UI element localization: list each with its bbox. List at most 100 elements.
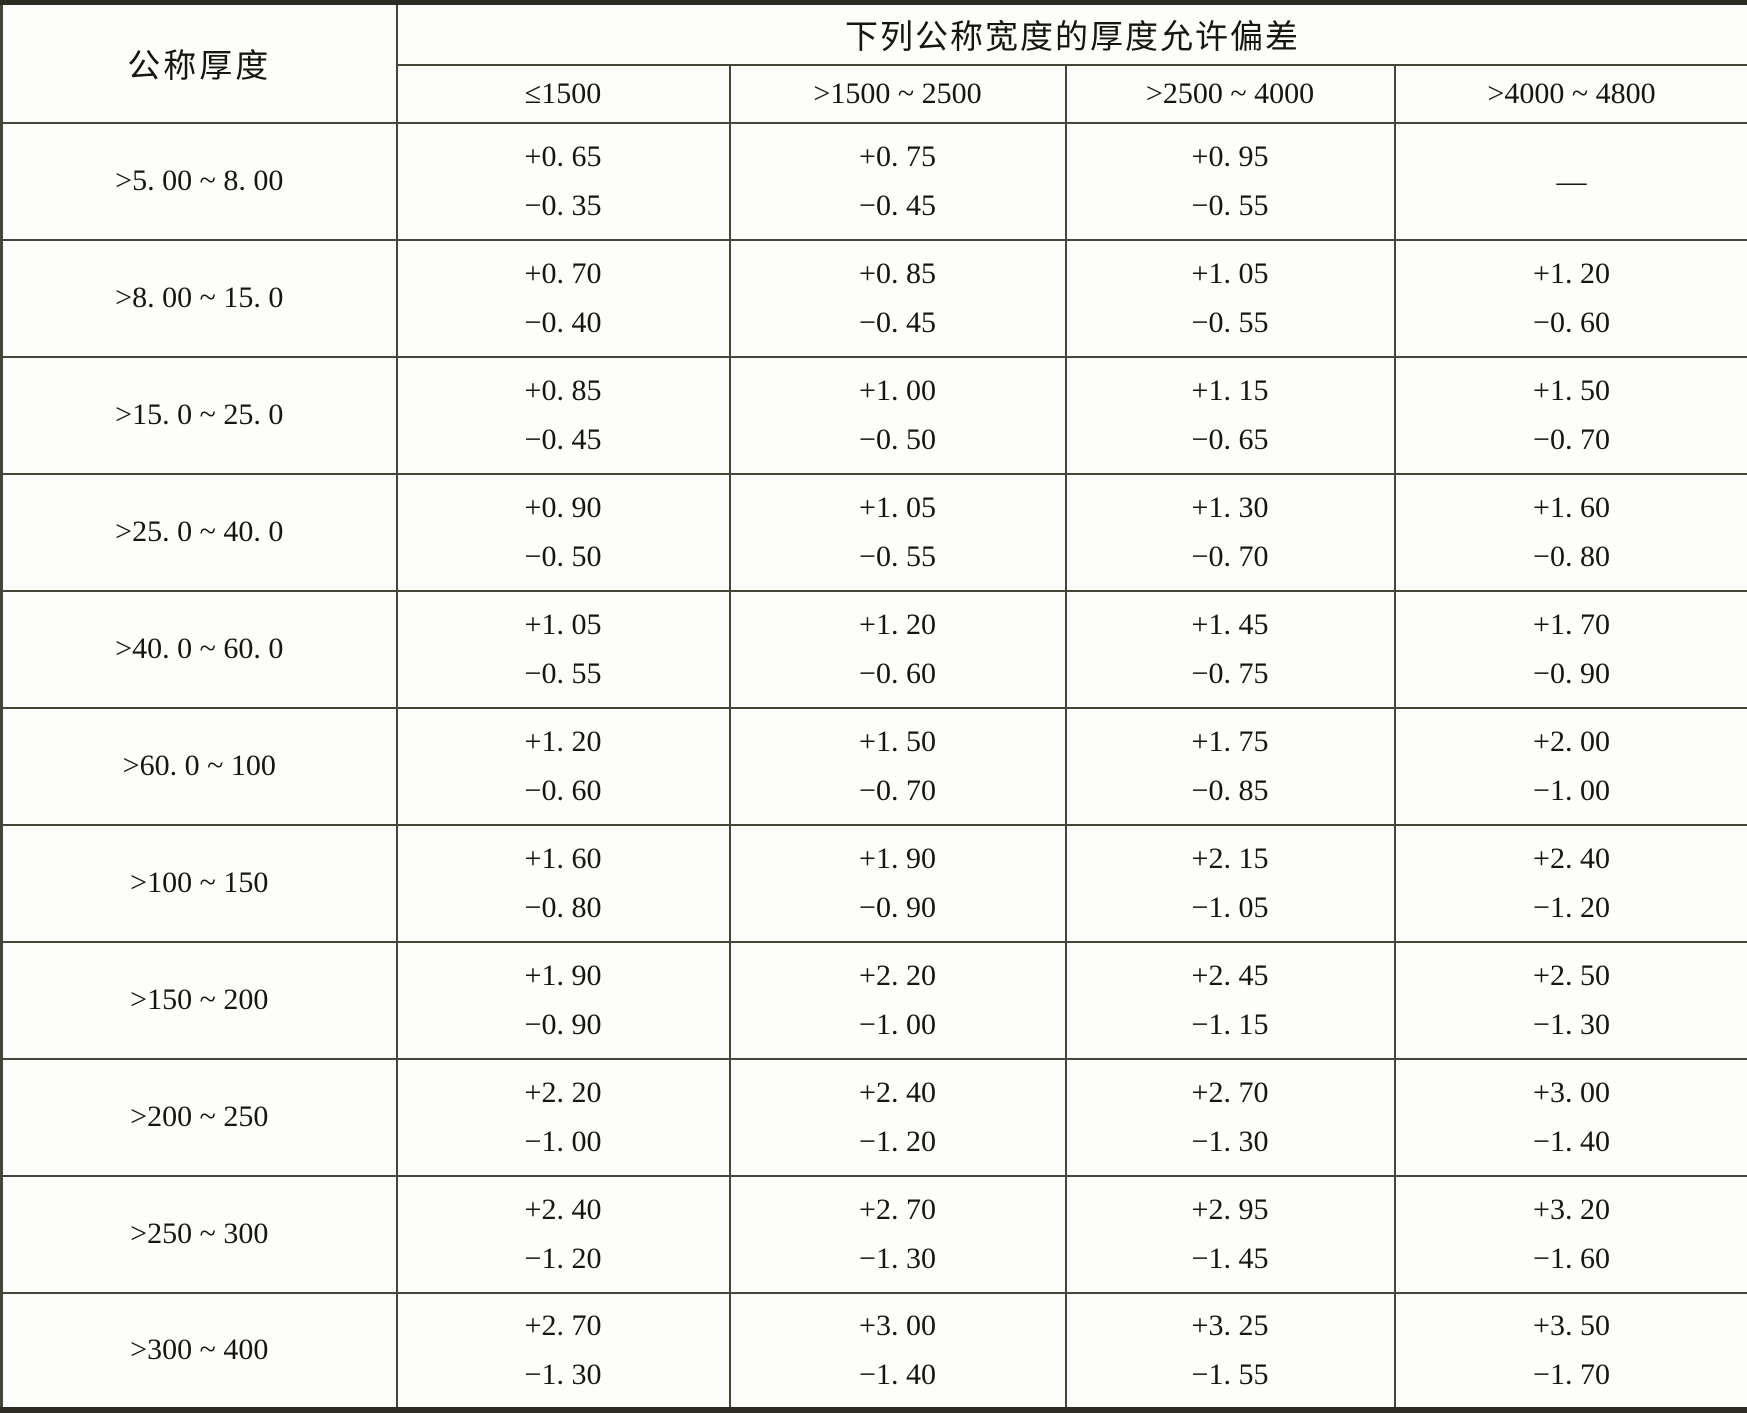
plus-tolerance-value: +2. 45 (1192, 960, 1269, 991)
plus-tolerance-value: +2. 70 (859, 1194, 936, 1225)
minus-tolerance-value: −0. 90 (859, 892, 936, 923)
minus-tolerance-value: −0. 55 (1192, 190, 1269, 221)
plus-tolerance-value: +1. 05 (859, 492, 936, 523)
tolerance-cell: +2. 45−1. 15 (1066, 942, 1395, 1059)
minus-tolerance-value: −1. 00 (859, 1009, 936, 1040)
minus-tolerance-value: −0. 85 (1192, 775, 1269, 806)
row-header-thickness-range: >300 ~ 400 (2, 1293, 397, 1410)
tolerance-cell: +3. 00 −1. 40 (730, 1293, 1066, 1410)
plus-tolerance-value: +1. 20 (1533, 258, 1610, 289)
plus-tolerance-value: +1. 90 (525, 960, 602, 991)
plus-tolerance-value: +3. 20 (1533, 1194, 1610, 1225)
tolerance-cell: +1. 50−0. 70 (730, 708, 1066, 825)
tolerance-cell: +1. 05 −0. 55 (1066, 240, 1395, 357)
tolerance-cell: +3. 00−1. 40 (1395, 1059, 1747, 1176)
tolerance-cell: +1. 70 −0. 90 (1395, 591, 1747, 708)
minus-tolerance-value: −0. 80 (525, 892, 602, 923)
width-header-2500-4000: >2500 ~ 4000 (1066, 65, 1395, 123)
corner-header-nominal-thickness: 公称厚度 (2, 3, 397, 123)
tolerance-cell: +0. 95−0. 55 (1066, 123, 1395, 240)
minus-tolerance-value: −1. 45 (1192, 1243, 1269, 1274)
row-header-thickness-range: >100 ~ 150 (2, 825, 397, 942)
minus-tolerance-value: −0. 50 (525, 541, 602, 572)
tolerance-cell: +1. 75−0. 85 (1066, 708, 1395, 825)
header-row-top: 公称厚度 下列公称宽度的厚度允许偏差 (2, 3, 1747, 65)
table-row: >15. 0 ~ 25. 0+0. 85−0. 45+1. 00−0. 50+1… (2, 357, 1747, 474)
tolerance-cell: +2. 40−1. 20 (397, 1176, 730, 1293)
plus-tolerance-value: +3. 25 (1192, 1310, 1269, 1341)
tolerance-cell: — (1395, 123, 1747, 240)
plus-tolerance-value: +3. 00 (1533, 1077, 1610, 1108)
tolerance-cell: +0. 85−0. 45 (397, 357, 730, 474)
tolerance-cell: +3. 20−1. 60 (1395, 1176, 1747, 1293)
tolerance-cell: +0. 75−0. 45 (730, 123, 1066, 240)
minus-tolerance-value: −0. 35 (525, 190, 602, 221)
plus-tolerance-value: +1. 45 (1192, 609, 1269, 640)
table-row: >40. 0 ~ 60. 0+1. 05−0. 55+1. 20−0. 60+1… (2, 591, 1747, 708)
table-row: >25. 0 ~ 40. 0+0. 90−0. 50+1. 05−0. 55+1… (2, 474, 1747, 591)
tolerance-cell: +1. 90 −0. 90 (730, 825, 1066, 942)
plus-tolerance-value: +1. 20 (525, 726, 602, 757)
plus-tolerance-value: +2. 00 (1533, 726, 1610, 757)
tolerance-cell: +1. 50−0. 70 (1395, 357, 1747, 474)
tolerance-cell: +2. 95−1. 45 (1066, 1176, 1395, 1293)
plus-tolerance-value: +1. 70 (1533, 609, 1610, 640)
row-header-thickness-range: >250 ~ 300 (2, 1176, 397, 1293)
plus-tolerance-value: +0. 75 (859, 141, 936, 172)
plus-tolerance-value: +1. 30 (1192, 492, 1269, 523)
row-header-thickness-range: >25. 0 ~ 40. 0 (2, 474, 397, 591)
table-row: >5. 00 ~ 8. 00+0. 65−0. 35+0. 75−0. 45+0… (2, 123, 1747, 240)
minus-tolerance-value: −0. 55 (1192, 307, 1269, 338)
minus-tolerance-value: −0. 55 (525, 658, 602, 689)
minus-tolerance-value: −1. 30 (1192, 1126, 1269, 1157)
tolerance-cell: +1. 05 −0. 55 (397, 591, 730, 708)
minus-tolerance-value: −0. 60 (525, 775, 602, 806)
minus-tolerance-value: −1. 30 (1533, 1009, 1610, 1040)
minus-tolerance-value: −0. 60 (859, 658, 936, 689)
tolerance-cell: +1. 05 −0. 55 (730, 474, 1066, 591)
minus-tolerance-value: −1. 20 (859, 1126, 936, 1157)
minus-tolerance-value: −0. 80 (1533, 541, 1610, 572)
minus-tolerance-value: −0. 65 (1192, 424, 1269, 455)
plus-tolerance-value: +0. 70 (525, 258, 602, 289)
plus-tolerance-value: +1. 05 (1192, 258, 1269, 289)
row-header-thickness-range: >200 ~ 250 (2, 1059, 397, 1176)
plus-tolerance-value: +2. 40 (859, 1077, 936, 1108)
row-header-thickness-range: >15. 0 ~ 25. 0 (2, 357, 397, 474)
minus-tolerance-value: −1. 55 (1192, 1359, 1269, 1390)
row-header-thickness-range: >40. 0 ~ 60. 0 (2, 591, 397, 708)
plus-tolerance-value: +1. 60 (1533, 492, 1610, 523)
plus-tolerance-value: +3. 00 (859, 1310, 936, 1341)
minus-tolerance-value: −1. 20 (525, 1243, 602, 1274)
plus-tolerance-value: +2. 40 (1533, 843, 1610, 874)
plus-tolerance-value: +0. 85 (525, 375, 602, 406)
plus-tolerance-value: +2. 70 (525, 1310, 602, 1341)
tolerance-cell: +2. 70 −1. 30 (397, 1293, 730, 1410)
tolerance-cell: +2. 20−1. 00 (730, 942, 1066, 1059)
tolerance-cell: +1. 20 −0. 60 (397, 708, 730, 825)
plus-tolerance-value: +1. 00 (859, 375, 936, 406)
width-header-4000-4800: >4000 ~ 4800 (1395, 65, 1747, 123)
tolerance-cell: +0. 70−0. 40 (397, 240, 730, 357)
plus-tolerance-value: +1. 05 (525, 609, 602, 640)
minus-tolerance-value: −0. 90 (1533, 658, 1610, 689)
plus-tolerance-value: +1. 90 (859, 843, 936, 874)
minus-tolerance-value: −0. 70 (1533, 424, 1610, 455)
minus-tolerance-value: −0. 50 (859, 424, 936, 455)
minus-tolerance-value: −1. 40 (859, 1359, 936, 1390)
row-header-thickness-range: >8. 00 ~ 15. 0 (2, 240, 397, 357)
minus-tolerance-value: −0. 90 (525, 1009, 602, 1040)
plus-tolerance-value: +2. 70 (1192, 1077, 1269, 1108)
table-body: >5. 00 ~ 8. 00+0. 65−0. 35+0. 75−0. 45+0… (2, 123, 1747, 1410)
tolerance-cell: +1. 15−0. 65 (1066, 357, 1395, 474)
minus-tolerance-value: −1. 00 (1533, 775, 1610, 806)
tolerance-cell: +1. 60 −0. 80 (1395, 474, 1747, 591)
minus-tolerance-value: −1. 30 (525, 1359, 602, 1390)
plus-tolerance-value: +1. 50 (859, 726, 936, 757)
tolerance-cell: +0. 85−0. 45 (730, 240, 1066, 357)
tolerance-cell: +0. 90−0. 50 (397, 474, 730, 591)
tolerance-cell: +2. 20−1. 00 (397, 1059, 730, 1176)
minus-tolerance-value: −0. 55 (859, 541, 936, 572)
tolerance-cell: +1. 00 −0. 50 (730, 357, 1066, 474)
